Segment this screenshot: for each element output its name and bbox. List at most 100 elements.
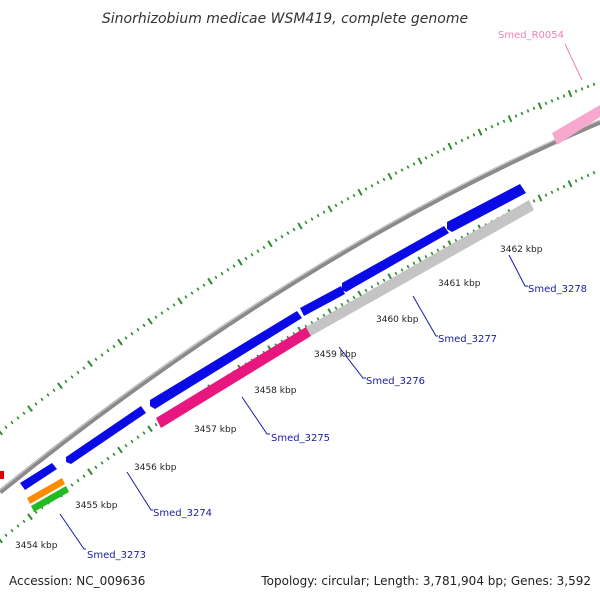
tick-mark xyxy=(87,468,93,476)
gene-label-smed-3274[interactable]: Smed_3274 xyxy=(153,508,212,519)
tick-mark xyxy=(117,446,123,454)
tick-mark xyxy=(160,311,164,315)
tick-mark xyxy=(22,519,26,523)
tick-mark xyxy=(100,461,104,465)
tick-mark xyxy=(322,210,326,214)
tick-mark xyxy=(406,264,410,269)
tick-mark xyxy=(82,474,86,478)
tick-mark xyxy=(484,127,488,132)
tick-mark xyxy=(196,287,200,291)
tick-mark xyxy=(334,203,338,208)
feature-pink-smed-r0054[interactable] xyxy=(552,105,600,145)
tick-mark xyxy=(544,101,548,106)
tick-mark xyxy=(436,150,440,154)
tick-mark xyxy=(112,344,116,349)
tick-mark xyxy=(64,379,68,384)
gene-feature-smed-3277[interactable] xyxy=(342,226,449,292)
leader-smed-3274 xyxy=(126,471,153,511)
tick-mark xyxy=(382,278,386,282)
tick-labels: 3454 kbp 3455 kbp 3456 kbp 3457 kbp 3458… xyxy=(15,245,543,551)
tick-mark xyxy=(352,193,356,198)
tick-mark xyxy=(537,102,543,110)
leader-smed-3273 xyxy=(59,513,86,550)
tick-label: 3460 kbp xyxy=(376,315,419,325)
feature-grey[interactable] xyxy=(306,200,534,336)
gene-label-smed-3275[interactable]: Smed_3275 xyxy=(271,433,330,444)
tick-mark xyxy=(177,297,183,305)
tick-mark xyxy=(466,136,470,140)
tick-mark xyxy=(106,349,110,353)
map-title: Sinorhizobium medicae WSM419, complete g… xyxy=(102,11,468,27)
tick-mark xyxy=(4,425,8,429)
accession-text: Accession: NC_009636 xyxy=(9,574,146,588)
tick-label: 3461 kbp xyxy=(438,279,481,289)
tick-mark xyxy=(237,258,243,266)
tick-mark xyxy=(592,170,596,175)
tick-mark xyxy=(520,111,524,116)
genome-backbone-highlight xyxy=(0,119,600,491)
tick-mark xyxy=(4,533,8,537)
tick-mark xyxy=(27,405,33,412)
tick-mark xyxy=(130,439,134,444)
gene-feature-smed-3274-part[interactable] xyxy=(20,463,57,490)
gene-feature-smed-3278[interactable] xyxy=(447,184,526,232)
tick-mark xyxy=(322,313,326,318)
genome-backbone xyxy=(0,119,600,494)
tick-mark xyxy=(106,456,110,461)
tick-mark xyxy=(580,176,584,180)
leader-smed-3278 xyxy=(508,254,528,287)
tick-mark xyxy=(370,184,374,188)
rna-feature-orange[interactable] xyxy=(27,478,65,504)
tick-mark xyxy=(364,187,368,191)
tick-mark xyxy=(394,171,398,175)
tick-mark xyxy=(184,295,188,299)
tick-mark xyxy=(166,307,170,311)
tick-mark xyxy=(556,187,560,192)
tick-mark xyxy=(130,332,134,336)
gene-labels: Smed_3273 Smed_3274 Smed_3275 Smed_3276 … xyxy=(87,30,587,561)
leader-smed-r0054 xyxy=(564,43,583,81)
tick-mark xyxy=(94,465,98,470)
tick-mark xyxy=(382,177,386,182)
tick-mark xyxy=(142,323,146,328)
tick-mark xyxy=(76,478,80,483)
tick-mark xyxy=(70,483,74,487)
forward-strand xyxy=(20,184,526,490)
gene-label-smed-3277[interactable]: Smed_3277 xyxy=(438,334,497,345)
tick-mark xyxy=(250,253,254,257)
gene-label-smed-3276[interactable]: Smed_3276 xyxy=(366,376,425,387)
tick-mark xyxy=(454,141,458,146)
tick-label: 3456 kbp xyxy=(134,463,177,473)
tick-mark xyxy=(136,435,140,439)
tick-mark xyxy=(10,420,14,425)
gene-feature-smed-3276[interactable] xyxy=(300,286,345,316)
rna-feature-green[interactable] xyxy=(31,486,69,512)
tick-mark xyxy=(214,275,218,280)
tick-mark xyxy=(514,114,518,118)
tick-mark xyxy=(400,168,404,172)
tick-mark xyxy=(172,303,176,307)
gene-feature-smed-3274[interactable] xyxy=(66,406,146,464)
tick-mark xyxy=(327,205,333,213)
tick-mark xyxy=(387,172,393,180)
tick-mark xyxy=(262,245,266,250)
tick-mark xyxy=(406,165,410,169)
feature-magenta[interactable] xyxy=(156,327,311,428)
tick-label: 3454 kbp xyxy=(15,541,58,551)
tick-mark xyxy=(400,268,404,272)
gene-label-smed-3278[interactable]: Smed_3278 xyxy=(528,284,587,295)
gene-label-smed-3273[interactable]: Smed_3273 xyxy=(87,550,146,561)
feature-red-edge[interactable] xyxy=(0,471,4,479)
tick-mark xyxy=(154,315,158,319)
gene-label-smed-r0054[interactable]: Smed_R0054 xyxy=(498,30,564,41)
tick-mark xyxy=(562,94,566,98)
tick-mark xyxy=(567,180,573,188)
tick-mark xyxy=(532,106,536,111)
tick-mark xyxy=(82,366,86,370)
tick-mark xyxy=(417,157,423,165)
gene-feature-smed-3275[interactable] xyxy=(150,311,302,409)
tick-mark xyxy=(310,217,314,221)
tick-mark xyxy=(22,411,26,415)
tick-mark xyxy=(0,538,3,544)
tick-mark xyxy=(46,393,50,397)
